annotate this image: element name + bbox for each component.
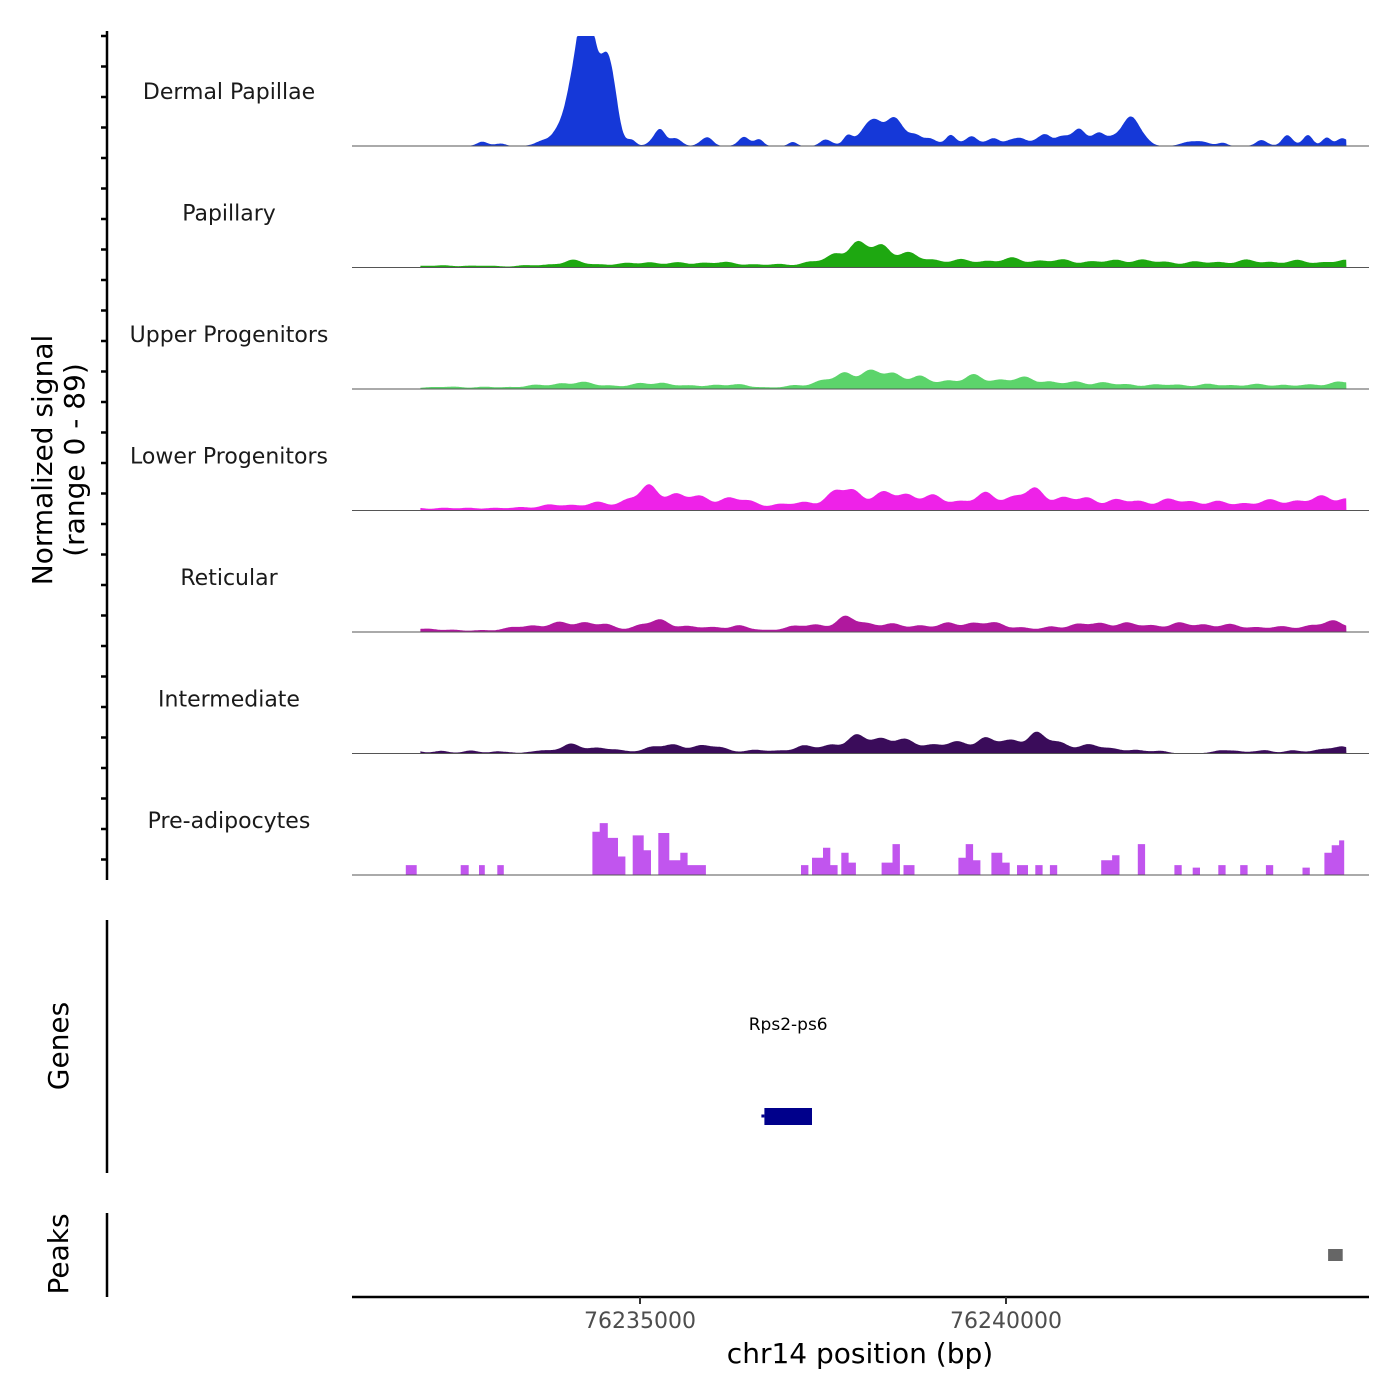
track-lower-progenitors: Lower Progenitors [130,445,1369,511]
x-tick-label: 76235000 [584,1309,696,1334]
coverage-axis-ticks [101,34,107,861]
track-papillary: Papillary [182,202,1369,268]
signal-area [420,369,1347,389]
y-axis-title-line2: (range 0 - 89) [58,363,91,557]
track-intermediate: Intermediate [158,688,1369,754]
track-label: Pre-adipocytes [148,809,311,834]
signal-area [420,731,1347,754]
x-axis-title: chr14 position (bp) [727,1337,993,1370]
genes-track-title: Genes [42,1002,75,1090]
track-label: Papillary [182,202,276,227]
signal-area [420,615,1347,632]
x-axis-ticks: 76235000 76240000 [584,1297,1062,1334]
peak-region [1328,1249,1343,1261]
track-label: Dermal Papillae [143,80,315,105]
peaks-track-title: Peaks [42,1213,75,1294]
track-pre-adipocytes: Pre-adipocytes [148,809,1369,876]
coverage-tracks: Dermal Papillae Papillary Upper Progenitor… [130,36,1369,876]
track-label: Upper Progenitors [130,323,329,348]
y-axis-title: Normalized signal (range 0 - 89) [26,335,91,586]
track-label: Lower Progenitors [130,445,328,470]
y-axis-title-line1: Normalized signal [26,335,59,586]
x-tick-label: 76240000 [950,1309,1062,1334]
track-label: Reticular [180,566,278,591]
peak-regions [1328,1249,1343,1261]
track-reticular: Reticular [180,566,1369,633]
gene-label: Rps2-ps6 [749,1015,828,1035]
track-label: Intermediate [158,688,300,713]
track-dermal-papillae: Dermal Papillae [143,36,1369,147]
signal-area [420,240,1347,268]
gene-annotations: Rps2-ps6 [749,1015,828,1125]
signal-area [405,823,1347,875]
gene-body [764,1108,812,1125]
signal-area [420,36,1347,146]
signal-area [420,484,1347,511]
track-upper-progenitors: Upper Progenitors [130,323,1369,390]
